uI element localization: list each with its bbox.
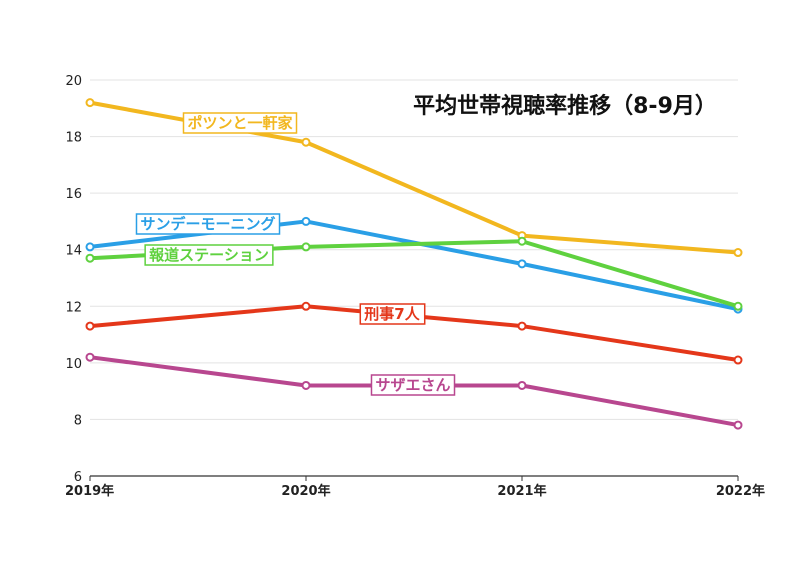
data-point [301, 242, 311, 252]
y-axis-ticks: 6 8 10 12 14 16 18 20 [65, 74, 82, 485]
data-point [517, 380, 527, 390]
y-tick-label: 14 [65, 244, 82, 259]
data-point [517, 321, 527, 331]
y-tick-label: 18 [65, 131, 82, 146]
x-tick-label: 2019年 [65, 483, 114, 499]
data-point [733, 420, 743, 430]
data-point [301, 137, 311, 147]
y-tick-label: 12 [65, 300, 82, 315]
data-point [733, 355, 743, 365]
series-label-box [359, 303, 426, 325]
data-point [85, 253, 95, 263]
y-tick-label: 10 [65, 357, 82, 372]
data-point [517, 259, 527, 269]
series-label-text: 刑事7人 [364, 305, 420, 323]
y-tick-label: 20 [65, 74, 82, 89]
data-point [733, 301, 743, 311]
x-tick-label: 2022年 [716, 483, 765, 499]
series-label-text: サンデーモーニング [140, 215, 275, 233]
data-point [733, 248, 743, 258]
data-point [301, 216, 311, 226]
x-axis-ticks: 2019年 2020年 2021年 2022年 [65, 476, 765, 499]
y-tick-label: 16 [65, 187, 82, 202]
series-label-text: 報道ステーション [149, 246, 269, 264]
series-label: サンデーモーニング [135, 213, 281, 235]
grid-lines [90, 79, 738, 477]
data-point [517, 236, 527, 246]
data-point [301, 380, 311, 390]
series-label-text: サザエさん [375, 376, 450, 394]
y-tick-label: 8 [74, 413, 82, 428]
series-label-box [135, 213, 281, 235]
series-label: サザエさん [370, 374, 456, 396]
data-point [85, 321, 95, 331]
series-label: 刑事7人 [359, 303, 426, 325]
x-tick-label: 2020年 [281, 483, 330, 499]
data-point [85, 242, 95, 252]
series-label: ポツンと一軒家 [182, 112, 298, 134]
data-point [85, 352, 95, 362]
series-label-box [144, 244, 274, 266]
y-tick-label: 6 [74, 470, 82, 485]
data-point [85, 98, 95, 108]
chart-title: 平均世帯視聴率推移（8-9月） [413, 93, 717, 119]
series-label-box [182, 112, 298, 134]
series-label: 報道ステーション [144, 244, 274, 266]
x-tick-label: 2021年 [497, 483, 546, 499]
series-label-box [370, 374, 456, 396]
series-label-text: ポツンと一軒家 [187, 114, 292, 132]
data-point [301, 301, 311, 311]
